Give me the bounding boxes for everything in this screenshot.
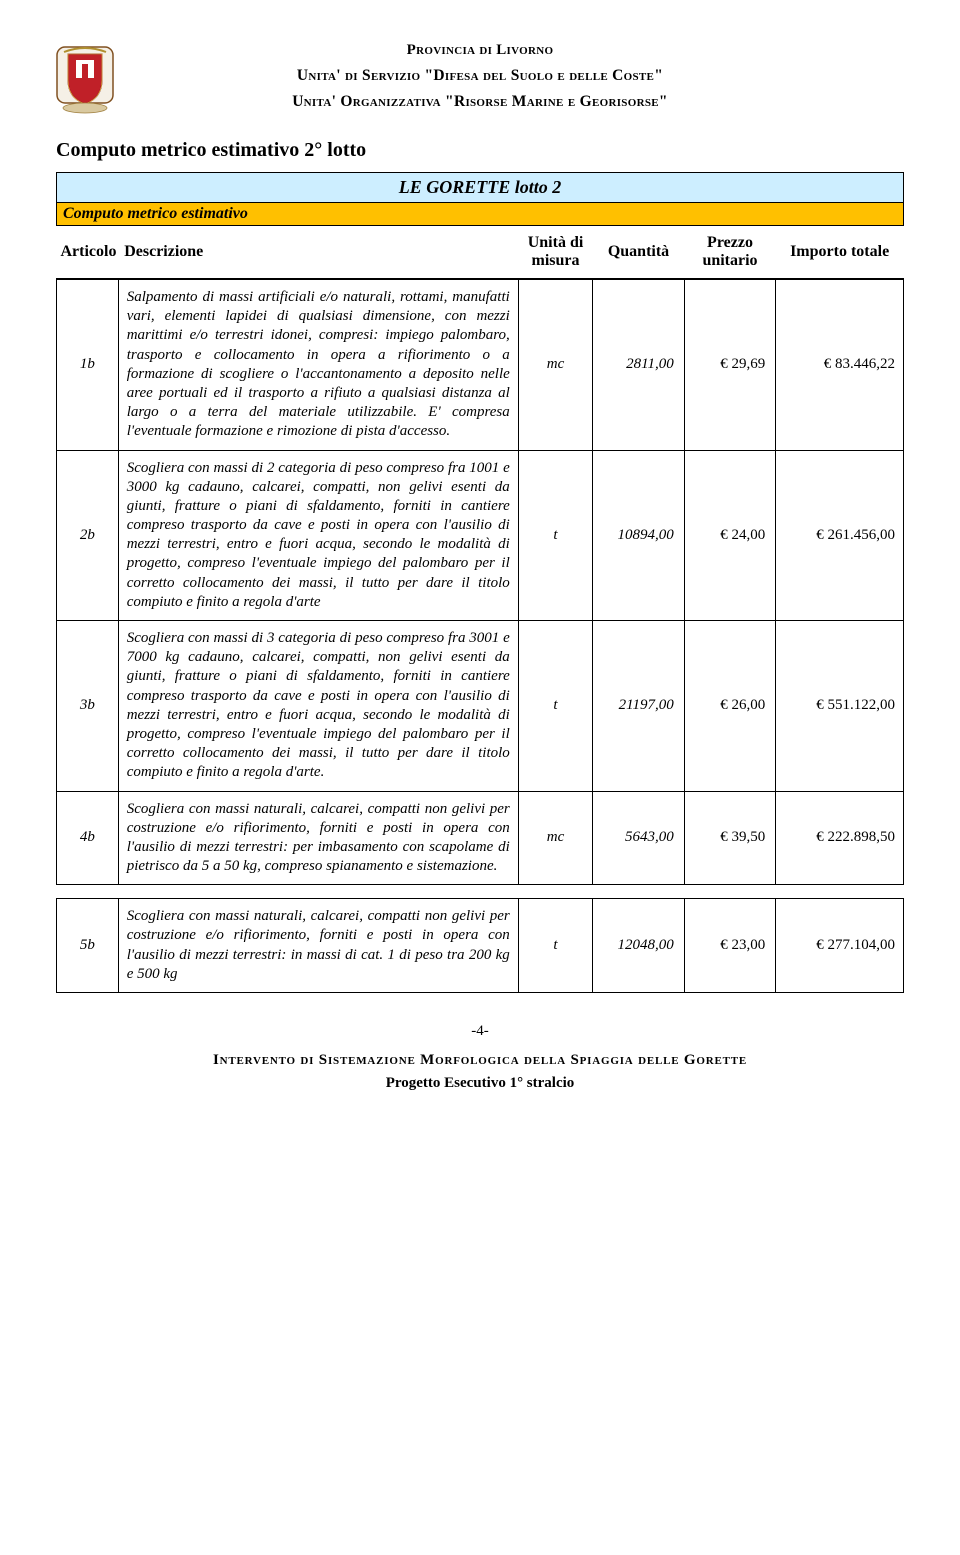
row-unita: mc [518, 279, 592, 450]
row-quantita: 5643,00 [593, 791, 685, 885]
footer-project-subtitle: Progetto Esecutivo 1° stralcio [56, 1075, 904, 1092]
row-prezzo: € 23,00 [684, 899, 776, 993]
table-row: 4b Scogliera con massi naturali, calcare… [57, 791, 904, 885]
col-quantita: Quantità [593, 226, 685, 280]
row-importo: € 551.122,00 [776, 621, 904, 792]
row-descrizione: Scogliera con massi di 3 categoria di pe… [118, 621, 518, 792]
col-descrizione: Descrizione [118, 226, 518, 280]
table-row: 3b Scogliera con massi di 3 categoria di… [57, 621, 904, 792]
row-importo: € 83.446,22 [776, 279, 904, 450]
row-quantita: 12048,00 [593, 899, 685, 993]
table-row: 5b Scogliera con massi naturali, calcare… [57, 899, 904, 993]
row-prezzo: € 24,00 [684, 450, 776, 621]
subtitle-cell: LE GORETTE lotto 2 [57, 173, 904, 203]
row-descrizione: Scogliera con massi di 2 categoria di pe… [118, 450, 518, 621]
row-quantita: 10894,00 [593, 450, 685, 621]
document-footer: -4- Intervento di Sistemazione Morfologi… [56, 1023, 904, 1092]
row-articolo: 3b [57, 621, 119, 792]
row-unita: t [518, 899, 592, 993]
col-unita: Unità di misura [518, 226, 592, 280]
row-importo: € 277.104,00 [776, 899, 904, 993]
spacer-row [57, 885, 904, 899]
row-unita: t [518, 621, 592, 792]
estimate-table: LE GORETTE lotto 2 Computo metrico estim… [56, 172, 904, 993]
col-articolo: Articolo [57, 226, 119, 280]
row-unita: mc [518, 791, 592, 885]
page-number: -4- [56, 1023, 904, 1040]
header-unit-service: Unita' di Servizio "Difesa del Suolo e d… [56, 67, 904, 85]
footer-project-title: Intervento di Sistemazione Morfologica d… [56, 1052, 904, 1069]
header-unit-org: Unita' Organizzativa "Risorse Marine e G… [56, 93, 904, 111]
row-quantita: 21197,00 [593, 621, 685, 792]
row-descrizione: Scogliera con massi naturali, calcarei, … [118, 899, 518, 993]
col-prezzo: Prezzo unitario [684, 226, 776, 280]
table-row: 1b Salpamento di massi artificiali e/o n… [57, 279, 904, 450]
row-descrizione: Salpamento di massi artificiali e/o natu… [118, 279, 518, 450]
row-prezzo: € 26,00 [684, 621, 776, 792]
group-row: Computo metrico estimativo [57, 203, 904, 226]
row-importo: € 261.456,00 [776, 450, 904, 621]
row-articolo: 2b [57, 450, 119, 621]
table-row: 2b Scogliera con massi di 2 categoria di… [57, 450, 904, 621]
row-unita: t [518, 450, 592, 621]
subtitle-row: LE GORETTE lotto 2 [57, 173, 904, 203]
row-prezzo: € 39,50 [684, 791, 776, 885]
col-importo: Importo totale [776, 226, 904, 280]
row-articolo: 1b [57, 279, 119, 450]
column-headers: Articolo Descrizione Unità di misura Qua… [57, 226, 904, 280]
row-importo: € 222.898,50 [776, 791, 904, 885]
row-articolo: 5b [57, 899, 119, 993]
row-descrizione: Scogliera con massi naturali, calcarei, … [118, 791, 518, 885]
document-title: Computo metrico estimativo 2° lotto [56, 139, 904, 162]
header-province: Provincia di Livorno [56, 42, 904, 59]
row-prezzo: € 29,69 [684, 279, 776, 450]
document-header: Provincia di Livorno Unita' di Servizio … [56, 42, 904, 111]
row-articolo: 4b [57, 791, 119, 885]
group-label: Computo metrico estimativo [57, 203, 904, 226]
provincia-crest-icon [56, 46, 114, 116]
row-quantita: 2811,00 [593, 279, 685, 450]
